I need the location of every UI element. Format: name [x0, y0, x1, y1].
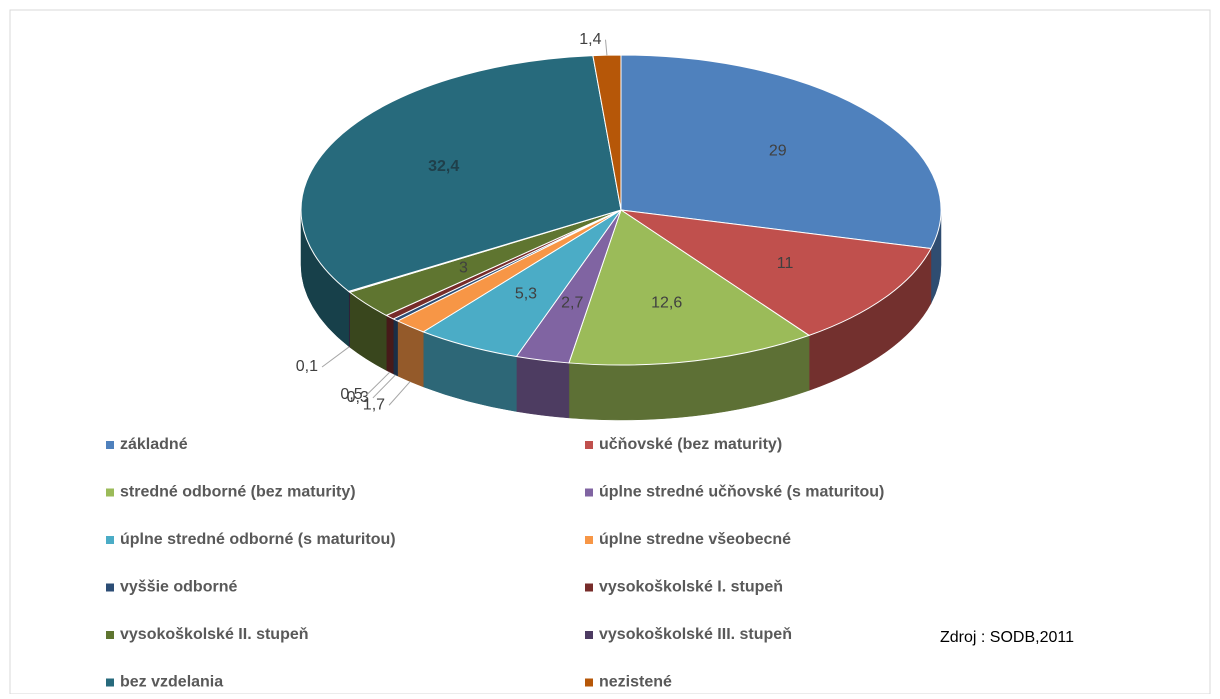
slice-side [393, 318, 398, 377]
legend-swatch [585, 678, 593, 687]
slice [620, 209, 932, 336]
legend-label: úplne stredné odborné (s maturitou) [120, 531, 396, 548]
leader-line [366, 371, 391, 396]
slice [620, 54, 942, 250]
data-label: 1,4 [579, 31, 601, 48]
legend-label: úplne stredné učňovské (s maturitou) [599, 484, 884, 501]
legend-label: úplne stredne všeobecné [599, 531, 791, 548]
data-label: 0,3 [347, 389, 369, 406]
legend-label: základné [120, 436, 188, 453]
data-label: 0,1 [296, 358, 318, 375]
data-label: 11 [777, 255, 794, 272]
legend-swatch [585, 441, 593, 449]
legend-label: nezistené [599, 674, 672, 691]
data-label: 12,6 [651, 295, 682, 312]
slice [592, 54, 622, 211]
slice [300, 55, 622, 292]
legend-label: stredné odborné (bez maturity) [120, 484, 356, 501]
legend-label: vyššie odborné [120, 579, 237, 596]
legend-swatch [106, 631, 114, 639]
legend-label: vysokoškolské II. stupeň [120, 626, 309, 643]
data-label: 3 [459, 260, 468, 277]
legend-swatch [585, 536, 593, 544]
legend-swatch [585, 631, 593, 639]
data-label: 1,7 [363, 396, 385, 413]
legend-label: vysokoškolské III. stupeň [599, 626, 792, 643]
data-label: 29 [769, 142, 787, 159]
leader-line [388, 381, 411, 406]
slice-side [516, 356, 570, 419]
legend-swatch [106, 583, 114, 592]
source-note: Zdroj : SODB,2011 [940, 629, 1074, 646]
legend-label: vysokoškolské I. stupeň [599, 579, 783, 596]
legend-swatch [106, 488, 114, 497]
legend-label: bez vzdelania [120, 674, 223, 691]
data-label: 32,4 [428, 158, 459, 175]
data-label: 2,7 [561, 294, 583, 311]
legend-label: učňovské (bez maturity) [599, 436, 782, 453]
leader-line [372, 374, 396, 399]
data-label: 0,5 [340, 386, 362, 403]
legend-swatch [106, 536, 114, 544]
legend-swatch [585, 583, 593, 592]
legend-swatch [106, 678, 114, 687]
leader-line [605, 39, 608, 56]
slice [568, 209, 811, 366]
legend-swatch [585, 488, 593, 497]
data-label: 5,3 [515, 286, 537, 303]
leader-line [321, 346, 350, 368]
legend-swatch [106, 441, 114, 449]
slice-side [386, 314, 394, 375]
